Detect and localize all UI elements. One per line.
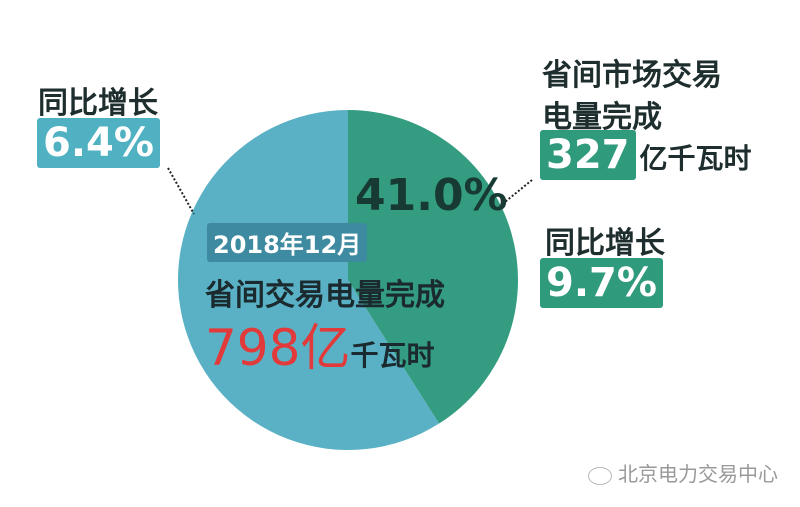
left-growth-value: 6.4% — [37, 118, 160, 168]
center-title: 省间交易电量完成 — [205, 278, 445, 313]
center-value: 798亿千瓦时 — [205, 308, 434, 380]
wechat-icon — [588, 466, 612, 485]
left-leader-line — [167, 167, 195, 215]
slice-percent-label: 41.0% — [355, 170, 508, 221]
center-value-unit: 千瓦时 — [350, 339, 435, 372]
left-growth-label: 同比增长 — [38, 86, 158, 121]
right-value: 327 亿千瓦时 — [540, 130, 752, 180]
right-title-line1: 省间市场交易 — [542, 58, 722, 93]
watermark-text: 北京电力交易中心 — [618, 462, 778, 486]
watermark: 北京电力交易中心 — [588, 458, 778, 487]
center-value-number: 798亿 — [205, 319, 351, 377]
pie-slice-1 — [177, 110, 440, 450]
right-title-line2: 电量完成 — [542, 100, 662, 135]
date-badge: 2018年12月 — [207, 223, 368, 262]
right-value-unit: 亿千瓦时 — [639, 142, 752, 175]
right-value-number: 327 — [540, 130, 636, 180]
right-growth-value: 9.7% — [540, 258, 663, 308]
right-leader-line — [499, 179, 533, 207]
pie-slice-0 — [348, 110, 518, 424]
right-growth-label: 同比增长 — [545, 226, 665, 261]
